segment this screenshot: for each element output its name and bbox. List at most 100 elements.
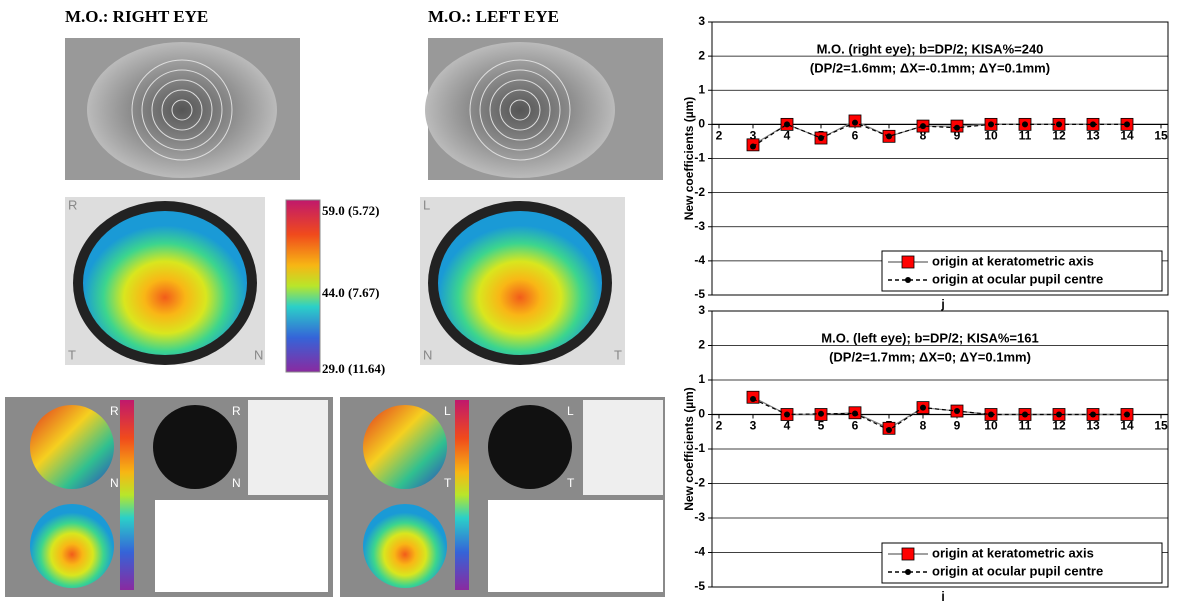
figure: M.O.: RIGHT EYE M.O.: LEFT EYE R T N L N… <box>0 0 1179 601</box>
x-tick-label: 15 <box>1154 129 1168 143</box>
marker-dot <box>886 427 892 433</box>
x-axis-label: j <box>940 297 944 311</box>
x-tick-label: 15 <box>1154 419 1168 433</box>
marker-dot <box>852 410 858 416</box>
y-axis-label: New coefficients (µm) <box>682 97 696 221</box>
marker-dot <box>1090 412 1096 418</box>
x-tick-label: 2 <box>716 419 723 433</box>
x-tick-label: 8 <box>920 419 927 433</box>
panel-title: M.O.: RIGHT EYE <box>65 7 208 26</box>
marker-dot <box>1124 412 1130 418</box>
screen-histogram <box>155 500 328 592</box>
marker-dot <box>818 411 824 417</box>
topo-fill <box>438 211 602 355</box>
map-letter: L <box>423 197 430 212</box>
screen-map <box>30 504 114 588</box>
chart-subtitle: (DP/2=1.7mm; ΔX=0; ΔY=0.1mm) <box>829 349 1031 364</box>
marker-dot <box>1124 121 1130 127</box>
marker-dot <box>750 144 756 150</box>
x-axis-label: j <box>940 589 944 601</box>
screen-letter: R <box>110 404 119 418</box>
x-tick-label: 3 <box>750 419 757 433</box>
marker-dot <box>1056 412 1062 418</box>
marker-dot <box>750 396 756 402</box>
colorbar-label: 59.0 (5.72) <box>322 203 379 218</box>
colorbar-label: 44.0 (7.67) <box>322 285 379 300</box>
screen-pupil <box>488 405 572 489</box>
x-tick-label: 6 <box>852 419 859 433</box>
map-letter: T <box>614 347 622 362</box>
x-tick-label: 6 <box>852 129 859 143</box>
panel-title: M.O.: LEFT EYE <box>428 7 559 26</box>
screen-histogram <box>488 500 663 592</box>
y-tick-label: 2 <box>698 338 705 352</box>
y-tick-label: -4 <box>694 253 705 267</box>
y-tick-label: 1 <box>698 82 705 96</box>
y-tick-label: 1 <box>698 372 705 386</box>
marker-dot <box>920 123 926 129</box>
y-tick-label: 0 <box>698 117 705 131</box>
colorbar-label: 29.0 (11.64) <box>322 361 385 376</box>
marker-dot <box>920 405 926 411</box>
topo-fill <box>83 211 247 355</box>
screen-map <box>363 405 447 489</box>
marker-dot <box>886 133 892 139</box>
chart-title: M.O. (left eye); b=DP/2; KISA%=161 <box>821 330 1038 345</box>
legend-label: origin at ocular pupil centre <box>932 563 1103 578</box>
screen-colorbar <box>120 400 134 590</box>
screen-pupil <box>153 405 237 489</box>
marker-dot <box>1022 121 1028 127</box>
y-tick-label: -3 <box>694 510 705 524</box>
marker-dot <box>988 412 994 418</box>
legend-label: origin at ocular pupil centre <box>932 271 1103 286</box>
y-tick-label: 3 <box>698 14 705 28</box>
marker-dot <box>1022 412 1028 418</box>
y-tick-label: -5 <box>694 579 705 593</box>
y-tick-label: 2 <box>698 48 705 62</box>
map-letter: N <box>254 347 263 362</box>
screen-map <box>363 504 447 588</box>
eye-iris <box>87 42 277 178</box>
screen-letter: T <box>444 476 452 490</box>
y-axis-label: New coefficients (µm) <box>682 387 696 511</box>
screen-colorbar <box>455 400 469 590</box>
screen-letter: N <box>232 476 241 490</box>
screen-map <box>30 405 114 489</box>
screen-letter: T <box>567 476 575 490</box>
marker-dot <box>784 412 790 418</box>
marker-dot <box>818 135 824 141</box>
screen-letter: L <box>567 404 574 418</box>
screen-letter: R <box>232 404 241 418</box>
map-letter: N <box>423 347 432 362</box>
x-tick-label: 9 <box>954 419 961 433</box>
legend-marker <box>905 277 911 283</box>
screen-table <box>248 400 328 495</box>
marker-dot <box>1056 121 1062 127</box>
eye-iris <box>425 42 615 178</box>
y-tick-label: 3 <box>698 303 705 317</box>
screen-letter: L <box>444 404 451 418</box>
legend-marker <box>905 569 911 575</box>
map-letter: R <box>68 197 77 212</box>
colorbar <box>286 200 320 372</box>
left-panel: M.O.: RIGHT EYE M.O.: LEFT EYE R T N L N… <box>5 7 665 597</box>
legend-label: origin at keratometric axis <box>932 545 1094 560</box>
legend-marker <box>902 256 914 268</box>
marker-dot <box>988 121 994 127</box>
marker-dot <box>1090 121 1096 127</box>
marker-dot <box>784 121 790 127</box>
legend-label: origin at keratometric axis <box>932 253 1094 268</box>
y-tick-label: 0 <box>698 407 705 421</box>
y-tick-label: -5 <box>694 287 705 301</box>
map-letter: T <box>68 347 76 362</box>
x-tick-label: 2 <box>716 129 723 143</box>
y-tick-label: -4 <box>694 545 705 559</box>
marker-dot <box>954 125 960 131</box>
legend-marker <box>902 548 914 560</box>
marker-dot <box>954 408 960 414</box>
chart-title: M.O. (right eye); b=DP/2; KISA%=240 <box>817 41 1044 56</box>
chart-subtitle: (DP/2=1.6mm; ΔX=-0.1mm; ΔY=0.1mm) <box>810 60 1050 75</box>
screen-letter: N <box>110 476 119 490</box>
screen-table <box>583 400 663 495</box>
marker-dot <box>852 120 858 126</box>
